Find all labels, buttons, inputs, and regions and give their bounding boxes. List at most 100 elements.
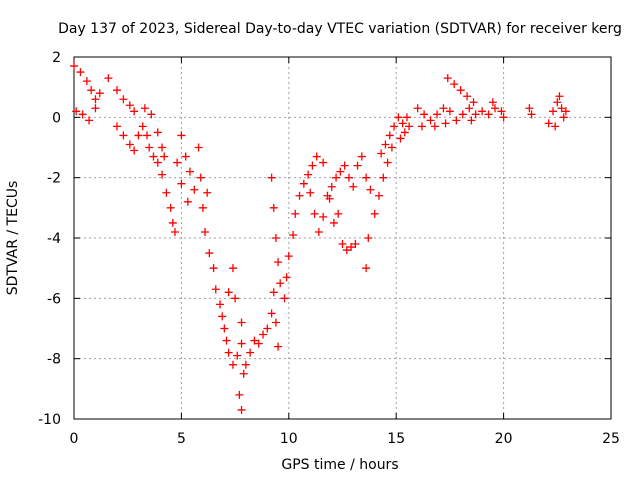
data-point bbox=[299, 179, 308, 188]
data-point bbox=[134, 131, 143, 140]
data-points bbox=[70, 62, 570, 414]
data-point bbox=[271, 234, 280, 242]
data-point bbox=[465, 104, 474, 113]
data-point bbox=[344, 173, 353, 182]
data-point bbox=[158, 143, 167, 152]
data-point bbox=[112, 122, 121, 131]
data-point bbox=[177, 131, 186, 140]
axis-ticks bbox=[73, 56, 612, 420]
data-point bbox=[196, 173, 205, 182]
data-point bbox=[463, 92, 472, 101]
data-point bbox=[417, 122, 426, 131]
grid bbox=[74, 57, 611, 419]
data-point bbox=[402, 113, 411, 122]
data-point bbox=[112, 86, 121, 95]
data-point bbox=[185, 167, 194, 176]
data-point bbox=[233, 351, 242, 360]
data-point bbox=[362, 264, 371, 273]
data-point bbox=[452, 116, 461, 125]
data-point bbox=[181, 152, 190, 161]
data-point bbox=[310, 209, 319, 218]
data-point bbox=[220, 324, 229, 333]
data-point bbox=[289, 230, 298, 239]
data-point bbox=[198, 203, 207, 212]
data-point bbox=[362, 173, 371, 182]
data-point bbox=[282, 273, 291, 282]
data-point bbox=[125, 101, 134, 110]
data-point bbox=[347, 243, 356, 252]
y-tick-label: 0 bbox=[52, 110, 61, 126]
data-point bbox=[274, 258, 283, 267]
data-point bbox=[149, 152, 158, 161]
data-point bbox=[527, 110, 536, 119]
data-point bbox=[201, 227, 210, 236]
data-point bbox=[450, 80, 459, 89]
data-point bbox=[353, 161, 362, 170]
data-point bbox=[87, 86, 96, 95]
data-point bbox=[209, 264, 218, 273]
data-point bbox=[237, 339, 246, 348]
data-point bbox=[145, 143, 154, 152]
data-point bbox=[237, 318, 246, 327]
data-point bbox=[228, 264, 237, 273]
data-point bbox=[420, 110, 429, 119]
data-point bbox=[140, 104, 149, 113]
data-point bbox=[203, 188, 212, 197]
data-point bbox=[224, 348, 233, 357]
data-point bbox=[336, 167, 345, 176]
data-point bbox=[357, 152, 366, 161]
data-point bbox=[153, 158, 162, 167]
data-point bbox=[246, 348, 255, 357]
data-point bbox=[291, 209, 300, 218]
data-point bbox=[430, 122, 439, 131]
data-point bbox=[72, 107, 81, 116]
y-tick-label: -6 bbox=[47, 291, 61, 307]
data-point bbox=[405, 122, 414, 131]
data-point bbox=[308, 161, 317, 170]
data-point bbox=[327, 182, 336, 191]
data-point bbox=[190, 185, 199, 194]
data-point bbox=[130, 107, 139, 116]
data-point bbox=[82, 77, 91, 86]
data-point bbox=[78, 110, 87, 119]
data-point bbox=[488, 98, 497, 107]
data-point bbox=[76, 68, 85, 77]
data-point bbox=[349, 182, 358, 191]
data-point bbox=[499, 113, 508, 122]
data-point bbox=[271, 318, 280, 327]
data-point bbox=[237, 405, 246, 414]
data-point bbox=[561, 107, 570, 116]
data-point bbox=[467, 116, 476, 125]
data-point bbox=[173, 158, 182, 167]
data-point bbox=[205, 249, 214, 258]
data-point bbox=[426, 116, 435, 125]
data-point bbox=[218, 312, 227, 321]
data-point bbox=[306, 188, 315, 197]
data-point bbox=[235, 390, 244, 399]
data-point bbox=[385, 131, 394, 140]
chart-title: Day 137 of 2023, Sidereal Day-to-day VTE… bbox=[58, 21, 622, 37]
data-point bbox=[433, 110, 442, 119]
data-point bbox=[544, 119, 553, 128]
data-point bbox=[338, 240, 347, 249]
data-point bbox=[104, 74, 113, 83]
data-point bbox=[329, 218, 338, 227]
data-point bbox=[91, 95, 100, 104]
data-point bbox=[312, 152, 321, 161]
data-point bbox=[549, 107, 558, 116]
data-point bbox=[211, 285, 220, 294]
x-tick-label: 25 bbox=[602, 431, 620, 447]
data-point bbox=[458, 110, 467, 119]
data-point bbox=[222, 336, 231, 345]
data-point bbox=[162, 188, 171, 197]
x-tick-labels: 0 5 10 15 20 25 bbox=[70, 431, 620, 447]
data-point bbox=[70, 62, 78, 71]
data-point bbox=[484, 110, 493, 119]
data-point bbox=[91, 104, 100, 113]
y-tick-labels: 2 0 -2 -4 -6 -8 -10 bbox=[38, 50, 61, 428]
data-point bbox=[231, 294, 240, 303]
data-point bbox=[551, 122, 560, 131]
data-point bbox=[491, 104, 500, 113]
data-point bbox=[138, 122, 147, 131]
